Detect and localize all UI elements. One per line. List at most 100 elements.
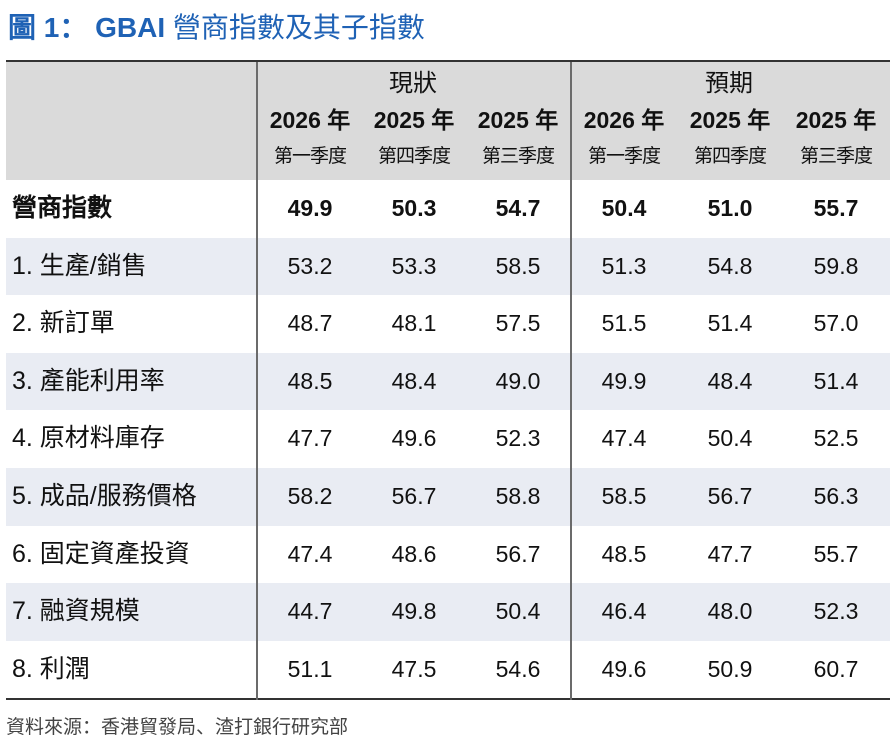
table-row: 5. 成品/服務價格 58.2 56.7 58.8 58.5 56.7 56.3 bbox=[6, 467, 890, 526]
table-cell: 49.0 bbox=[495, 367, 541, 394]
row-label: 營商指數 bbox=[12, 194, 113, 222]
column-divider bbox=[256, 62, 258, 701]
table-cell: 44.7 bbox=[287, 598, 333, 625]
table-cell: 52.5 bbox=[813, 425, 859, 452]
column-year: 2026 年 bbox=[269, 107, 351, 133]
column-quarter: 第三季度 bbox=[481, 145, 555, 167]
table-cell: 57.0 bbox=[813, 310, 859, 337]
table-row: 1. 生產/銷售 53.2 53.3 58.5 51.3 54.8 59.8 bbox=[6, 237, 890, 296]
table-cell: 51.1 bbox=[287, 655, 333, 682]
table-cell: 50.3 bbox=[391, 195, 437, 221]
table-cell: 48.6 bbox=[391, 540, 437, 567]
table-cell: 53.3 bbox=[391, 252, 437, 279]
column-year: 2026 年 bbox=[583, 107, 665, 133]
table-cell: 47.7 bbox=[287, 425, 333, 452]
table-cell: 51.4 bbox=[813, 367, 859, 394]
table-cell: 51.0 bbox=[707, 195, 753, 221]
data-table: 現狀 預期 2026 年 第一季度 2025 年 第四季度 2025 年 第三季… bbox=[6, 60, 890, 701]
table-cell: 58.2 bbox=[287, 482, 333, 509]
table-row: 2. 新訂單 48.7 48.1 57.5 51.5 51.4 57.0 bbox=[6, 295, 890, 353]
table-cell: 57.5 bbox=[495, 310, 541, 337]
table-bottom-rule bbox=[6, 698, 890, 701]
column-header: 2025 年 第四季度 bbox=[678, 102, 782, 174]
table-row: 3. 產能利用率 48.5 48.4 49.0 49.9 48.4 51.4 bbox=[6, 352, 890, 411]
column-divider bbox=[570, 62, 572, 701]
table-cell: 51.4 bbox=[707, 310, 753, 337]
row-label: 2. 新訂單 bbox=[12, 309, 115, 338]
group-header-expected: 預期 bbox=[705, 69, 753, 97]
row-label: 5. 成品/服務價格 bbox=[12, 481, 197, 510]
table-row: 4. 原材料庫存 47.7 49.6 52.3 47.4 50.4 52.5 bbox=[6, 410, 890, 468]
column-header: 2025 年 第三季度 bbox=[784, 102, 888, 174]
table-cell: 49.8 bbox=[391, 598, 437, 625]
table-cell: 56.3 bbox=[813, 482, 859, 509]
table-cell: 52.3 bbox=[495, 425, 541, 452]
source-note: 資料來源：香港貿發局、渣打銀行研究部 bbox=[6, 716, 349, 738]
row-label: 3. 產能利用率 bbox=[12, 366, 165, 395]
table-cell: 47.7 bbox=[707, 540, 753, 567]
column-quarter: 第四季度 bbox=[377, 145, 451, 167]
column-header: 2025 年 第三季度 bbox=[466, 102, 570, 174]
table-cell: 55.7 bbox=[813, 195, 859, 221]
table-cell: 59.8 bbox=[813, 252, 859, 279]
table-cell: 48.7 bbox=[287, 310, 333, 337]
figure-title-text: 營商指數及其子指數 bbox=[172, 12, 425, 43]
column-header: 2026 年 第一季度 bbox=[258, 102, 362, 174]
row-label: 4. 原材料庫存 bbox=[12, 424, 165, 453]
table-cell: 55.7 bbox=[813, 540, 859, 567]
table-header: 現狀 預期 2026 年 第一季度 2025 年 第四季度 2025 年 第三季… bbox=[6, 62, 890, 180]
table-row: 7. 融資規模 44.7 49.8 50.4 46.4 48.0 52.3 bbox=[6, 583, 890, 641]
table-cell: 50.4 bbox=[601, 195, 647, 221]
table-cell: 48.0 bbox=[707, 598, 753, 625]
column-header: 2026 年 第一季度 bbox=[572, 102, 676, 174]
table-cell: 53.2 bbox=[287, 252, 333, 279]
group-header-current: 現狀 bbox=[389, 69, 437, 97]
column-year: 2025 年 bbox=[689, 107, 771, 133]
column-quarter: 第一季度 bbox=[587, 145, 661, 167]
figure-title: 圖 1： GBAI 營商指數及其子指數 bbox=[8, 4, 425, 52]
table-cell: 54.6 bbox=[495, 655, 541, 682]
table-row: 營商指數 49.9 50.3 54.7 50.4 51.0 55.7 bbox=[6, 180, 890, 238]
table-cell: 60.7 bbox=[813, 655, 859, 682]
table-row: 6. 固定資產投資 47.4 48.6 56.7 48.5 47.7 55.7 bbox=[6, 526, 890, 584]
table-cell: 47.4 bbox=[287, 540, 333, 567]
table-cell: 48.4 bbox=[707, 367, 753, 394]
column-quarter: 第四季度 bbox=[693, 145, 767, 167]
column-year: 2025 年 bbox=[795, 107, 877, 133]
table-cell: 58.5 bbox=[495, 252, 541, 279]
row-label: 6. 固定資產投資 bbox=[12, 539, 190, 568]
table-cell: 51.3 bbox=[601, 252, 647, 279]
column-quarter: 第三季度 bbox=[799, 145, 873, 167]
table-cell: 49.6 bbox=[601, 655, 647, 682]
table-cell: 54.8 bbox=[707, 252, 753, 279]
table-cell: 48.5 bbox=[287, 367, 333, 394]
row-label: 8. 利潤 bbox=[12, 654, 90, 683]
table-cell: 51.5 bbox=[601, 310, 647, 337]
column-year: 2025 年 bbox=[373, 107, 455, 133]
table-cell: 49.9 bbox=[601, 367, 647, 394]
table-cell: 54.7 bbox=[495, 195, 541, 221]
table-cell: 56.7 bbox=[495, 540, 541, 567]
table-cell: 56.7 bbox=[391, 482, 437, 509]
table-cell: 48.4 bbox=[391, 367, 437, 394]
table-cell: 49.6 bbox=[391, 425, 437, 452]
table-cell: 48.5 bbox=[601, 540, 647, 567]
table-cell: 50.4 bbox=[707, 425, 753, 452]
table-body: 營商指數 49.9 50.3 54.7 50.4 51.0 55.7 1. 生產/銷售 53.2… bbox=[6, 180, 890, 698]
column-year: 2025 年 bbox=[477, 107, 559, 133]
table-cell: 49.9 bbox=[287, 195, 333, 221]
table-cell: 47.5 bbox=[391, 655, 437, 682]
table-row: 8. 利潤 51.1 47.5 54.6 49.6 50.9 60.7 bbox=[6, 641, 890, 699]
figure-title-prefix: 圖 1： GBAI bbox=[8, 12, 166, 43]
table-cell: 46.4 bbox=[601, 598, 647, 625]
table-cell: 47.4 bbox=[601, 425, 647, 452]
table-cell: 58.5 bbox=[601, 482, 647, 509]
column-quarter: 第一季度 bbox=[273, 145, 347, 167]
column-header: 2025 年 第四季度 bbox=[362, 102, 466, 174]
table-cell: 58.8 bbox=[495, 482, 541, 509]
row-label: 7. 融資規模 bbox=[12, 597, 140, 626]
table-cell: 50.9 bbox=[707, 655, 753, 682]
table-cell: 56.7 bbox=[707, 482, 753, 509]
row-label: 1. 生產/銷售 bbox=[12, 251, 147, 280]
table-cell: 50.4 bbox=[495, 598, 541, 625]
